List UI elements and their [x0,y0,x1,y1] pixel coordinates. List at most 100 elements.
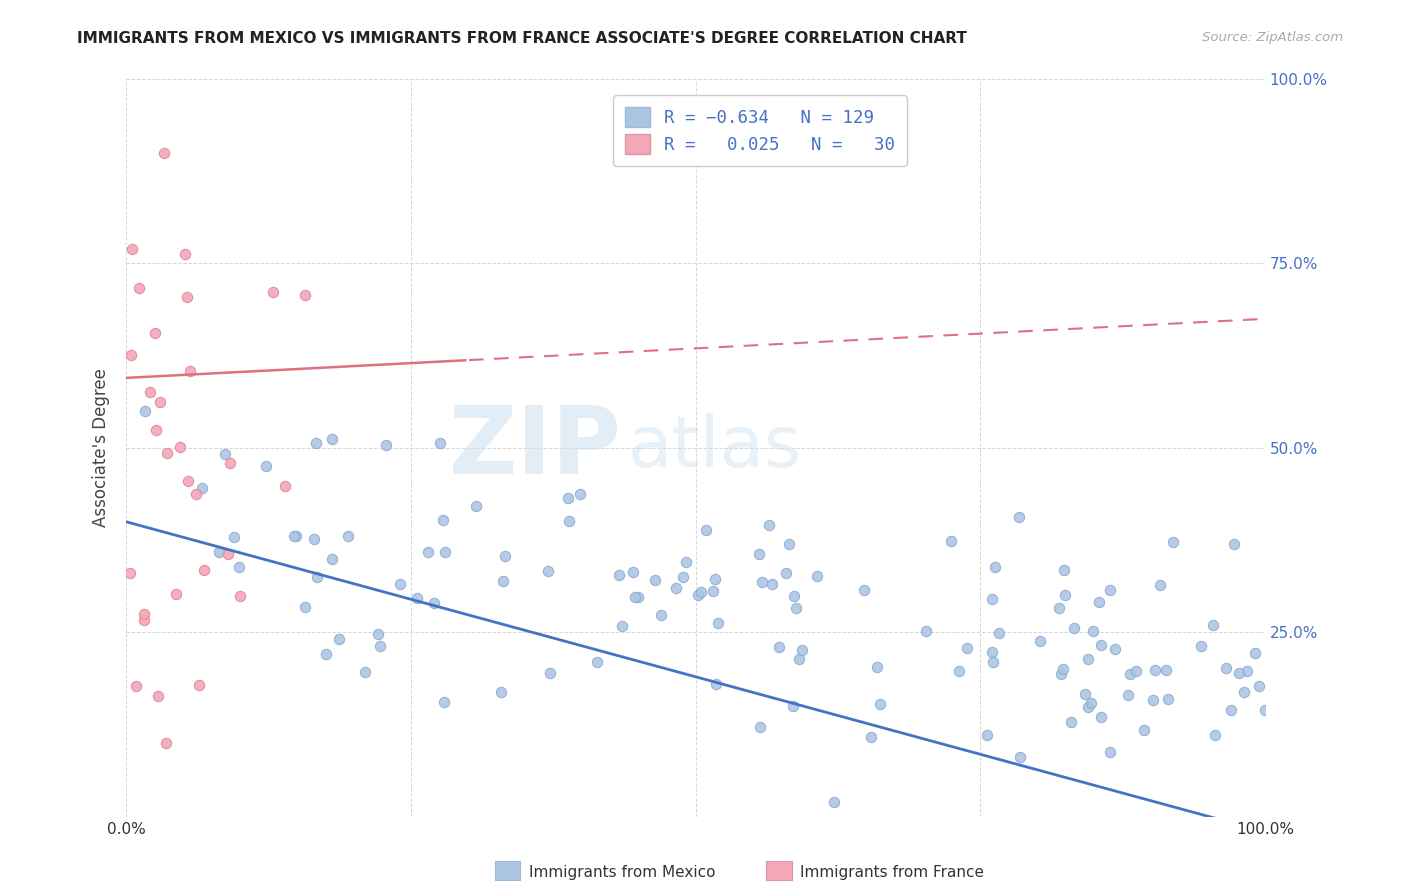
Point [704,572,727,586]
Point [1090,638,1112,652]
Point [1053,588,1076,602]
Point [1052,662,1074,676]
Point [1202,618,1225,632]
Point [981,645,1004,659]
Point [367,627,389,641]
Point [783,589,806,603]
Point [976,728,998,742]
Point [305,569,328,583]
Point [321,432,343,446]
Point [262,285,284,299]
Point [433,695,456,709]
Point [132,613,155,627]
Point [186,487,208,501]
Point [152,145,174,160]
Point [432,513,454,527]
Point [941,533,963,548]
Point [138,385,160,400]
Point [1080,696,1102,710]
Point [208,545,231,559]
Point [1219,702,1241,716]
Point [1077,652,1099,666]
Point [1189,639,1212,653]
Point [1053,563,1076,577]
Point [1088,595,1111,609]
Point [956,640,979,655]
Text: Source: ZipAtlas.com: Source: ZipAtlas.com [1202,31,1343,45]
Point [134,404,156,418]
Point [228,559,250,574]
Point [284,529,307,543]
Point [1119,667,1142,681]
Point [1149,578,1171,592]
Point [1154,663,1177,677]
Point [1074,687,1097,701]
Point [1063,622,1085,636]
Point [228,589,250,603]
Point [778,536,800,550]
Point [146,689,169,703]
Point [988,626,1011,640]
Point [368,639,391,653]
Point [695,523,717,537]
Point [120,348,142,362]
Point [621,565,644,579]
Point [1132,723,1154,738]
Point [1081,624,1104,639]
Point [704,677,727,691]
Point [650,608,672,623]
Point [860,730,883,744]
Point [915,624,938,639]
Point [1143,663,1166,677]
Point [702,583,724,598]
Point [537,564,560,578]
Point [143,326,166,340]
Point [789,651,811,665]
Point [294,288,316,302]
Legend: R = −0.634   N = 129, R =   0.025   N =   30: R = −0.634 N = 129, R = 0.025 N = 30 [613,95,907,167]
Point [1204,728,1226,742]
Point [1008,750,1031,764]
Point [790,643,813,657]
Text: atlas: atlas [627,414,801,483]
Point [644,573,666,587]
Point [254,459,277,474]
Point [214,447,236,461]
Point [775,566,797,581]
Point [610,619,633,633]
Point [1098,583,1121,598]
Point [132,607,155,621]
Point [758,517,780,532]
Point [768,640,790,654]
Point [155,736,177,750]
Point [1099,745,1122,759]
Point [568,487,591,501]
Point [353,665,375,679]
Point [405,591,427,605]
Point [315,648,337,662]
Point [785,600,807,615]
Point [125,679,148,693]
Point [1104,642,1126,657]
Point [1116,688,1139,702]
Point [294,600,316,615]
Point [627,590,650,604]
Point [176,290,198,304]
Point [1060,715,1083,730]
Point [1142,693,1164,707]
Point [187,678,209,692]
Point [374,438,396,452]
Text: ZIP: ZIP [449,402,621,494]
Point [302,533,325,547]
Point [607,567,630,582]
Point [1223,537,1246,551]
Point [665,582,688,596]
Point [492,574,515,589]
Point [222,531,245,545]
Point [433,544,456,558]
Point [465,499,488,513]
Point [337,529,360,543]
Point [1227,666,1250,681]
Point [782,699,804,714]
Point [586,655,609,669]
